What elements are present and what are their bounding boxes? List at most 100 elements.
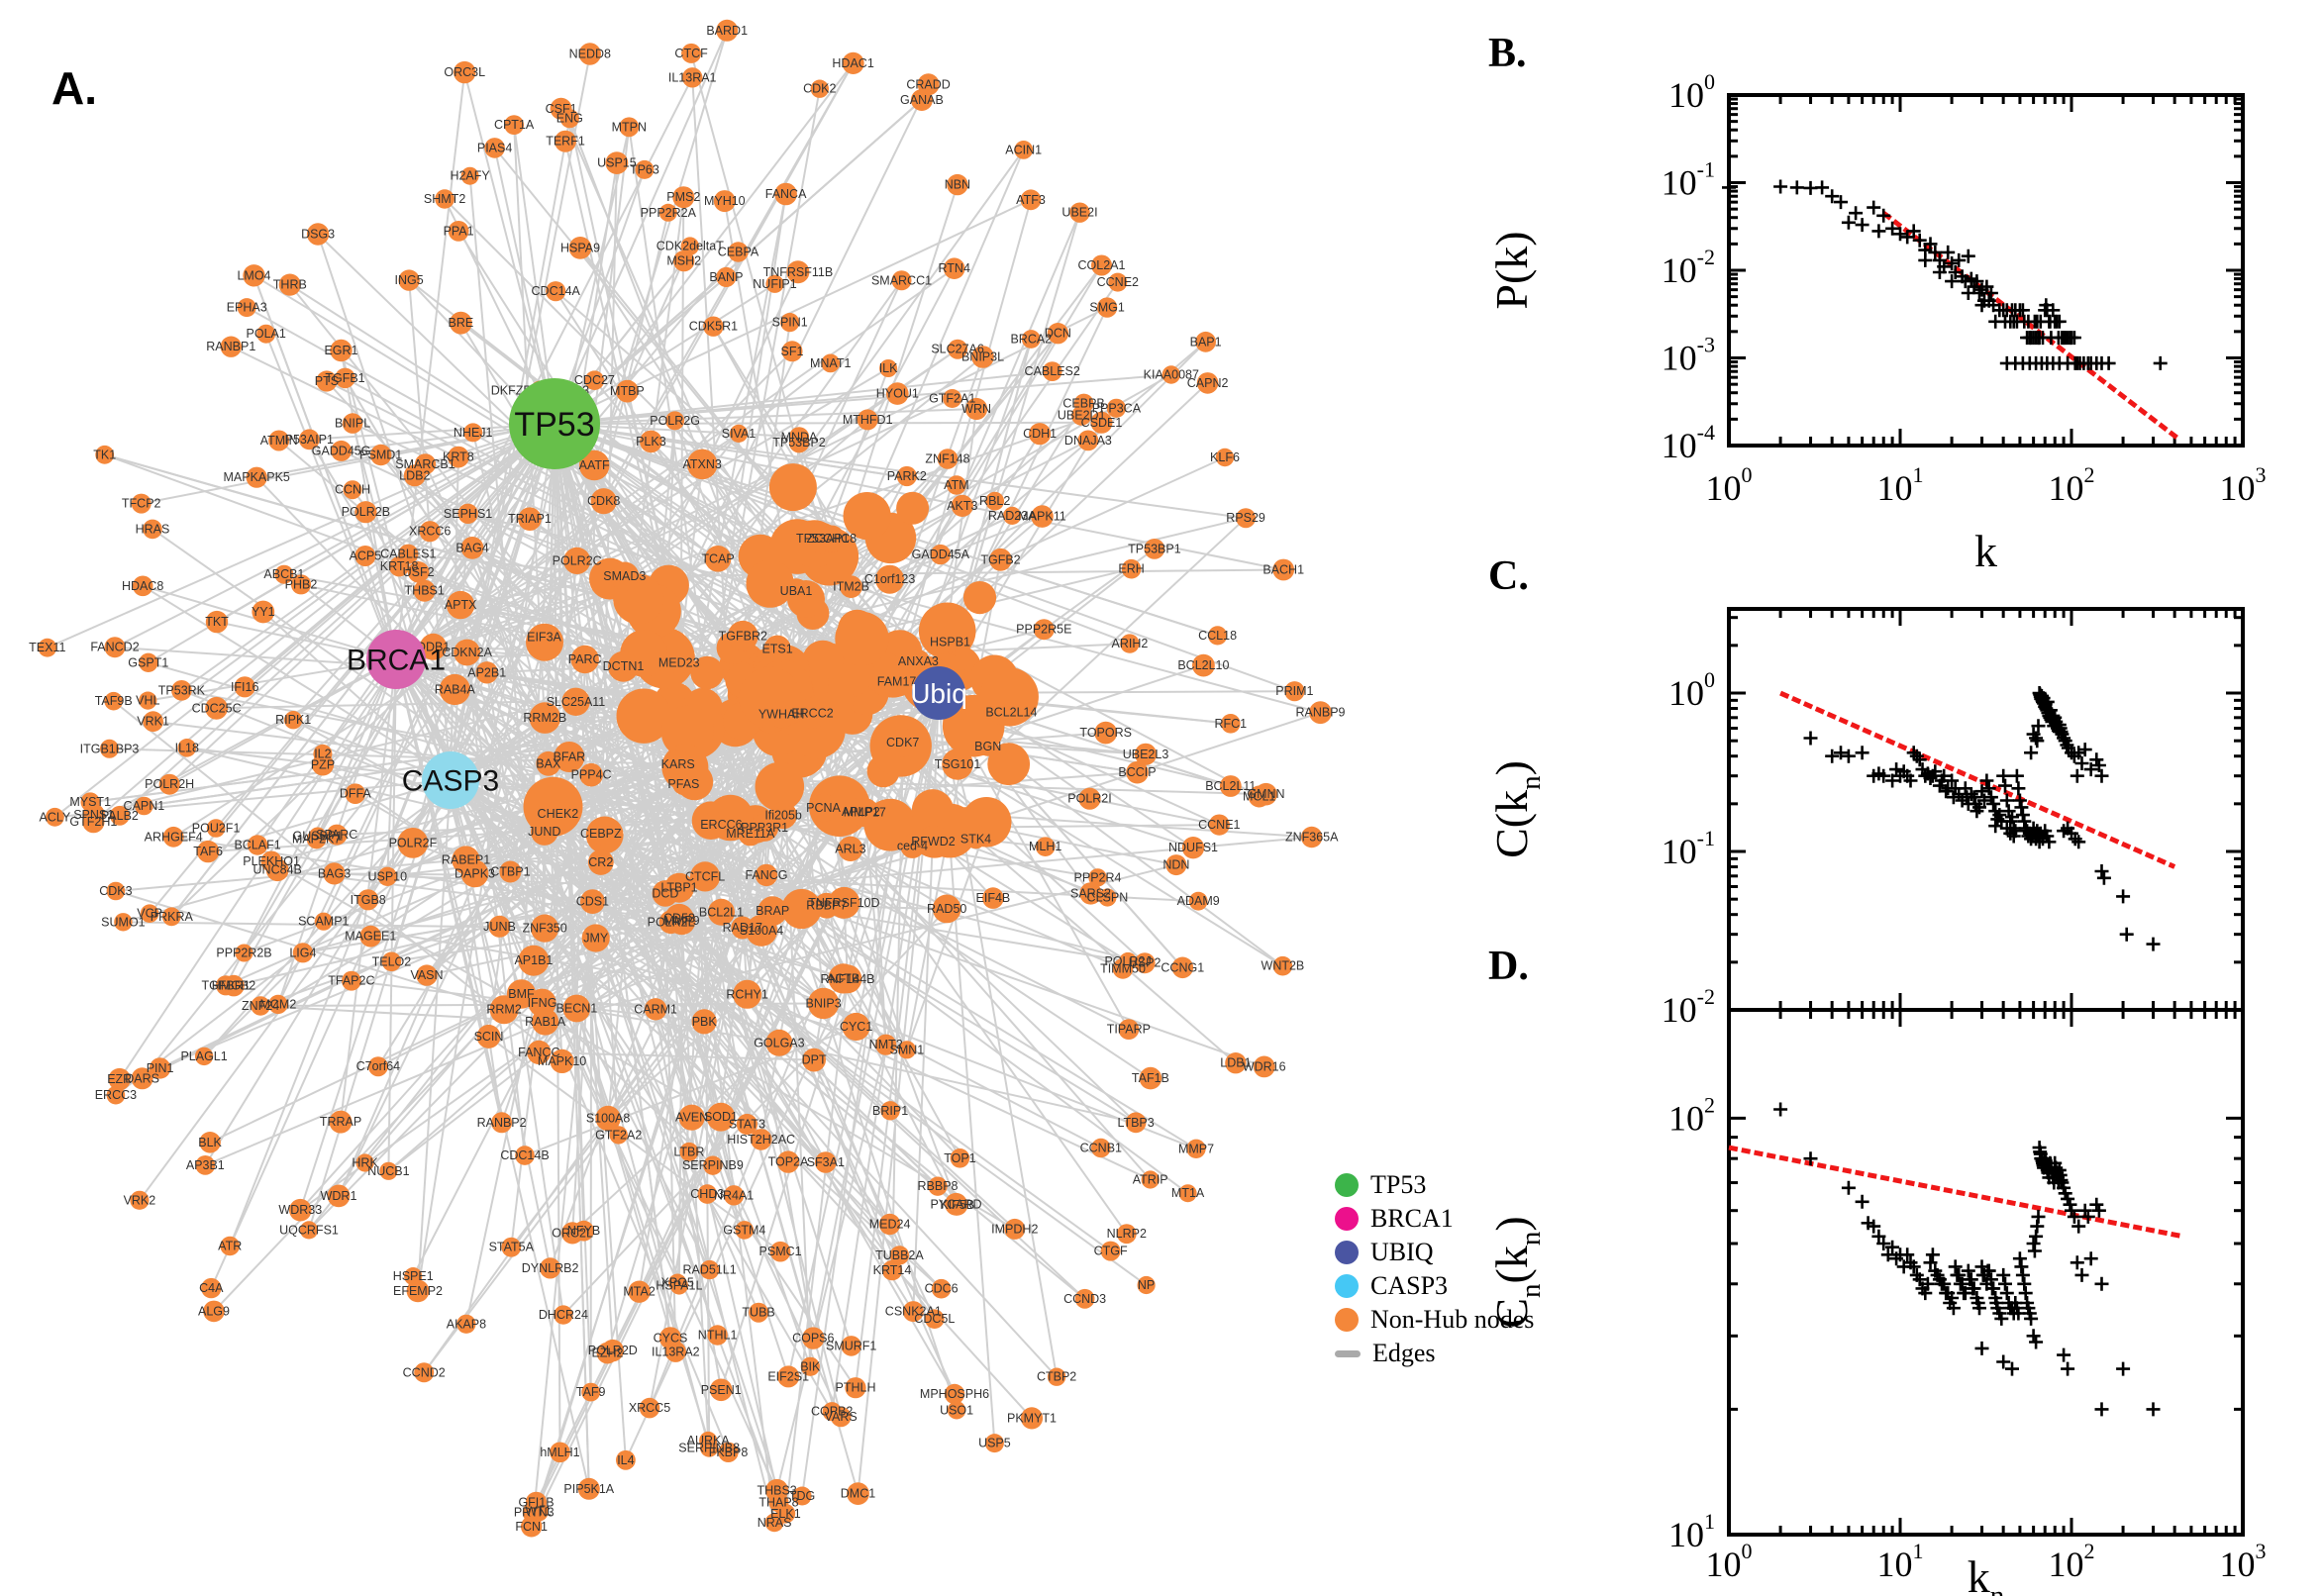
svg-text:PPP2R5E: PPP2R5E xyxy=(1016,623,1071,637)
svg-text:POLR2C: POLR2C xyxy=(553,553,602,567)
svg-text:CLSPN: CLSPN xyxy=(1087,891,1129,905)
svg-text:EZR: EZR xyxy=(107,1072,132,1086)
svg-text:CDC5L: CDC5L xyxy=(914,1312,955,1326)
svg-text:KRT18: KRT18 xyxy=(380,559,419,573)
svg-text:AKT3: AKT3 xyxy=(947,499,977,513)
svg-text:TOP2A: TOP2A xyxy=(768,1155,809,1169)
svg-text:CCL18: CCL18 xyxy=(1198,629,1237,643)
svg-text:LTBR: LTBR xyxy=(673,1145,704,1158)
svg-text:MAPKAPK5: MAPKAPK5 xyxy=(224,470,290,484)
svg-text:BAG4: BAG4 xyxy=(455,541,488,554)
svg-text:WDR33: WDR33 xyxy=(278,1203,322,1217)
svg-text:TERF1: TERF1 xyxy=(546,135,585,149)
svg-text:PSMD1: PSMD1 xyxy=(359,449,402,462)
svg-text:AP3B1: AP3B1 xyxy=(186,1158,225,1172)
svg-text:ACIN1: ACIN1 xyxy=(1005,143,1042,156)
svg-text:TIPARP: TIPARP xyxy=(1107,1023,1151,1037)
svg-text:SEPHS1: SEPHS1 xyxy=(444,507,492,521)
svg-text:ced-4: ced-4 xyxy=(897,840,928,853)
svg-text:CSDE1: CSDE1 xyxy=(1081,416,1123,430)
svg-text:SF3A1: SF3A1 xyxy=(807,1155,845,1169)
svg-text:ACP5: ACP5 xyxy=(350,549,382,563)
svg-text:NP: NP xyxy=(1138,1278,1155,1292)
svg-text:USP15: USP15 xyxy=(597,156,637,170)
svg-text:BACH1: BACH1 xyxy=(1262,563,1304,577)
svg-text:MT1A: MT1A xyxy=(1171,1186,1205,1200)
svg-text:THRB: THRB xyxy=(273,278,307,292)
svg-text:ATF3: ATF3 xyxy=(1016,193,1046,207)
svg-text:CABLES1: CABLES1 xyxy=(380,548,436,561)
svg-text:VCP: VCP xyxy=(137,907,162,921)
svg-text:SPNS1: SPNS1 xyxy=(73,808,114,822)
svg-text:XPO5: XPO5 xyxy=(661,1276,694,1290)
svg-text:CDC25C: CDC25C xyxy=(192,701,242,715)
svg-text:DCD: DCD xyxy=(652,886,678,900)
svg-text:TSG101: TSG101 xyxy=(935,757,981,771)
svg-text:USP5: USP5 xyxy=(978,1437,1011,1450)
svg-text:CEBPA: CEBPA xyxy=(718,246,759,259)
svg-text:FANCG: FANCG xyxy=(745,868,787,882)
svg-text:UBE2I: UBE2I xyxy=(1061,206,1097,220)
svg-text:CDC14B: CDC14B xyxy=(500,1148,549,1162)
svg-text:MTBP: MTBP xyxy=(610,384,645,398)
svg-text:PRIM1: PRIM1 xyxy=(1275,684,1313,698)
svg-text:JUND: JUND xyxy=(528,825,560,839)
legend-item-nonhub: Non-Hub nodes xyxy=(1335,1303,1534,1337)
svg-text:PHB2: PHB2 xyxy=(285,577,318,591)
svg-text:GADD45A: GADD45A xyxy=(912,548,970,561)
svg-text:NUCB1: NUCB1 xyxy=(367,1164,409,1178)
legend-label: Non-Hub nodes xyxy=(1370,1305,1535,1334)
svg-text:IL18: IL18 xyxy=(175,741,199,754)
svg-text:POLR2I: POLR2I xyxy=(1067,792,1111,806)
svg-text:TAF9: TAF9 xyxy=(576,1385,606,1399)
svg-text:ATXN3: ATXN3 xyxy=(683,457,722,471)
svg-text:TKT: TKT xyxy=(205,615,229,629)
svg-text:MMP9: MMP9 xyxy=(663,914,699,928)
svg-text:TGFBR2: TGFBR2 xyxy=(719,629,767,643)
svg-text:IL4: IL4 xyxy=(617,1453,634,1467)
svg-text:BAG3: BAG3 xyxy=(318,866,351,880)
hub-label-ubiq: Ubiq xyxy=(910,678,967,709)
panel-a-label: A. xyxy=(51,62,97,114)
svg-text:BNIP3: BNIP3 xyxy=(806,997,842,1011)
svg-text:BCL2L11: BCL2L11 xyxy=(1205,779,1256,793)
svg-text:TAF6: TAF6 xyxy=(193,845,223,858)
svg-text:hMLH1: hMLH1 xyxy=(540,1446,579,1459)
svg-text:ORC3L: ORC3L xyxy=(444,65,485,79)
svg-text:ERCC2: ERCC2 xyxy=(791,706,833,720)
svg-text:TUBB: TUBB xyxy=(742,1306,774,1320)
svg-text:TNFRSF10D: TNFRSF10D xyxy=(808,896,879,910)
svg-text:MMP7: MMP7 xyxy=(1178,1142,1214,1155)
svg-text:POLR2F: POLR2F xyxy=(389,836,438,849)
svg-text:C4A: C4A xyxy=(199,1281,224,1295)
svg-text:POLR2B: POLR2B xyxy=(342,505,390,519)
svg-text:GANAB: GANAB xyxy=(900,93,944,107)
panel-c-label: C. xyxy=(1488,553,1529,599)
svg-text:IL13RA2: IL13RA2 xyxy=(652,1345,700,1358)
svg-text:ITGB1BP3: ITGB1BP3 xyxy=(80,742,140,755)
svg-text:SERPINB8: SERPINB8 xyxy=(678,1442,740,1455)
panel-b-label: B. xyxy=(1488,31,1527,76)
svg-text:TUBB2A: TUBB2A xyxy=(875,1248,924,1262)
svg-text:TP53BP1: TP53BP1 xyxy=(1128,542,1181,555)
svg-text:YWHAH: YWHAH xyxy=(758,708,805,722)
svg-text:ATRIP: ATRIP xyxy=(1133,1173,1168,1187)
svg-text:SMARCB1: SMARCB1 xyxy=(395,457,454,471)
svg-text:RABEP1: RABEP1 xyxy=(442,853,490,867)
svg-text:MSH2: MSH2 xyxy=(666,254,701,268)
svg-text:DCTN1: DCTN1 xyxy=(603,659,645,673)
svg-text:USF2: USF2 xyxy=(403,565,435,579)
svg-text:SOD1: SOD1 xyxy=(704,1110,738,1124)
svg-text:MYST1: MYST1 xyxy=(69,795,111,809)
svg-text:RANBP1: RANBP1 xyxy=(206,340,255,353)
svg-text:UQCRFS1: UQCRFS1 xyxy=(279,1223,339,1237)
svg-text:CHD3: CHD3 xyxy=(690,1187,724,1201)
svg-text:PPP2R4: PPP2R4 xyxy=(1074,870,1122,884)
svg-text:BNIPL: BNIPL xyxy=(335,417,370,431)
legend-item-casp3: CASP3 xyxy=(1335,1269,1534,1303)
svg-text:HRAS: HRAS xyxy=(136,522,170,536)
svg-text:STAT3: STAT3 xyxy=(729,1118,765,1132)
svg-text:PARC: PARC xyxy=(568,652,602,666)
svg-text:NBN: NBN xyxy=(945,178,970,192)
svg-text:HYOU1: HYOU1 xyxy=(876,387,919,401)
